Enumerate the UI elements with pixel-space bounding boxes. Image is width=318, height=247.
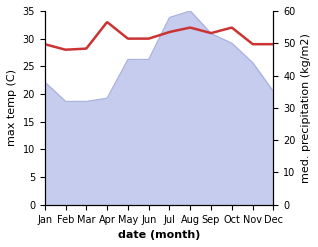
X-axis label: date (month): date (month) xyxy=(118,230,200,240)
Y-axis label: max temp (C): max temp (C) xyxy=(7,69,17,146)
Y-axis label: med. precipitation (kg/m2): med. precipitation (kg/m2) xyxy=(301,33,311,183)
